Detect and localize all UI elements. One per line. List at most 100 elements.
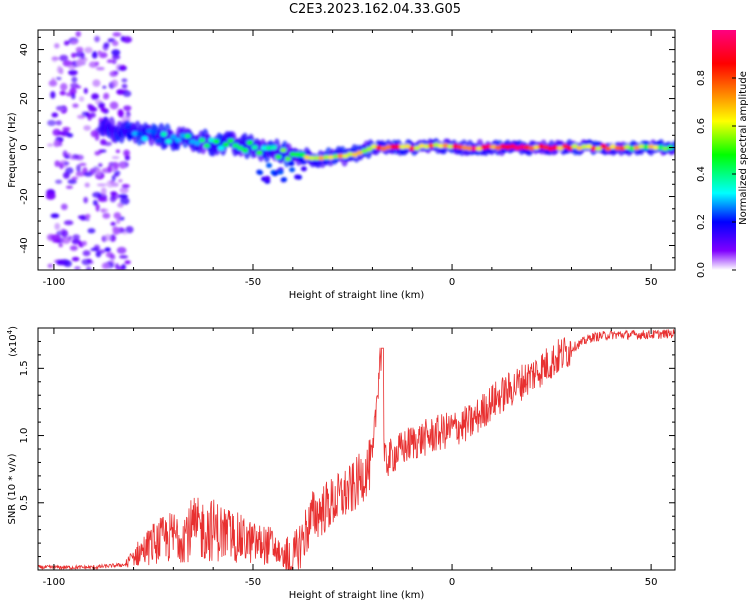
spectrogram-ridge-blob <box>160 132 168 137</box>
spectrogram-ridge-blob <box>189 139 196 144</box>
spectrogram-ridge-blob <box>581 144 588 149</box>
spectrogram-noise-blob <box>54 43 60 49</box>
spectrogram-noise-blob <box>61 236 71 244</box>
spectrogram-noise-blob <box>111 174 116 182</box>
spectrogram-noise-blob <box>116 89 125 95</box>
spectrogram-noise-blob <box>112 227 120 235</box>
y-tick-label: 40 <box>19 43 30 56</box>
spectrogram-ridge-blob <box>151 130 158 135</box>
colorbar-tick-label: 0.6 <box>696 118 707 134</box>
spectrogram-ridge-blob <box>490 144 497 150</box>
spectrogram-noise-blob <box>118 193 128 199</box>
spectrogram-noise-blob <box>111 156 120 160</box>
spectrogram-noise-blob <box>71 76 78 83</box>
spectrogram-noise-blob <box>109 196 117 203</box>
spectrogram-blobs <box>45 31 675 270</box>
spectrogram-ridge-blob <box>600 144 607 149</box>
spectrogram-ridge-blob <box>222 142 230 147</box>
spectrogram-ridge-blob <box>246 140 254 145</box>
spectrogram-noise-blob <box>123 105 132 111</box>
spectrogram-ridge-blob <box>380 146 387 151</box>
spectrogram-noise-blob <box>57 131 66 136</box>
spectrogram-ridge-blob <box>198 138 206 143</box>
spectrogram-noise-blob <box>69 87 77 95</box>
spectrogram-noise-blob <box>102 212 111 219</box>
spectrogram-ridge-blob <box>452 144 459 149</box>
spectrogram-noise-blob <box>122 36 132 43</box>
spectrogram-ridge-blob <box>423 144 430 149</box>
spectrogram-noise-blob <box>79 162 87 167</box>
spectrogram-ridge-blob <box>323 155 330 160</box>
spectrogram-noise-blob <box>60 203 68 211</box>
spectrogram-noise-blob <box>109 70 118 77</box>
spectrogram-noise-blob <box>83 196 88 204</box>
y-tick-label: 0.5 <box>19 495 30 511</box>
spectrogram-ridge-blob <box>136 131 144 137</box>
spectrogram-ridge-blob <box>394 144 402 150</box>
spectrogram-noise-blob <box>119 197 130 205</box>
spectrogram-ridge-blob <box>337 153 344 159</box>
spectrogram-ridge-blob <box>447 144 454 149</box>
spectrogram-noise-blob <box>84 46 93 54</box>
spectrogram-noise-blob <box>50 234 61 241</box>
spectrogram-ridge-blob <box>533 145 540 150</box>
spectrogram-ridge-blob <box>609 144 617 149</box>
spectrogram-side-blob <box>277 169 284 175</box>
spectrogram-ridge-blob <box>643 144 650 150</box>
spectrogram-noise-blob <box>91 93 100 100</box>
spectrogram-noise-blob <box>111 49 121 56</box>
spectrogram-ridge-blob <box>351 152 359 157</box>
x-tick-label: 50 <box>645 577 658 588</box>
spectrogram-ridge-blob <box>366 146 373 152</box>
spectrogram-noise-blob <box>89 168 96 175</box>
spectrogram-noise-blob <box>81 258 92 266</box>
spectrogram-noise-blob <box>115 266 126 270</box>
spectrogram-ridge-blob <box>456 144 464 150</box>
spectrogram-noise-blob <box>85 266 92 270</box>
spectrogram-noise-blob <box>85 213 91 219</box>
spectrogram-noise-blob <box>98 249 106 254</box>
spectrogram-noise-blob <box>100 187 107 196</box>
spectrogram-ridge-blob <box>471 146 478 151</box>
spectrogram-noise-blob <box>109 234 117 242</box>
spectrogram-side-blob <box>288 161 295 167</box>
spectrogram-noise-blob <box>67 179 77 185</box>
spectrogram-noise-blob <box>62 127 71 131</box>
spectrogram-noise-blob <box>109 101 119 110</box>
spectrogram-ridge-blob <box>342 153 349 159</box>
spectrogram-ridge-blob <box>590 146 597 151</box>
spectrogram-noise-blob <box>109 254 116 261</box>
spectrogram-ridge-blob <box>332 154 339 159</box>
spectrogram-ridge-blob <box>170 134 177 140</box>
spectrogram-noise-blob <box>63 220 74 226</box>
spectrogram-ridge-blob <box>313 155 320 161</box>
spectrogram-noise-blob <box>112 161 119 170</box>
spectrogram-noise-blob <box>76 164 81 173</box>
spectrogram-noise-blob <box>53 139 60 148</box>
spectrogram-side-blob <box>266 162 273 168</box>
y-axis-label: SNR (10 * v/v) <box>7 453 18 524</box>
spectrogram-noise-blob <box>59 54 69 62</box>
x-tick-label: -100 <box>43 577 66 588</box>
spectrogram-ridge-blob <box>308 155 316 161</box>
spectrogram-ridge-blob <box>284 156 292 161</box>
spectrogram-noise-blob <box>47 119 57 127</box>
spectrogram-noise-blob <box>107 165 113 173</box>
spectrogram-noise-blob <box>119 187 129 194</box>
spectrogram-noise-blob <box>111 40 119 47</box>
spectrogram-ridge-blob <box>256 150 263 155</box>
spectrogram-noise-blob <box>72 234 81 240</box>
spectrogram-noise-blob <box>83 87 88 94</box>
spectrogram-ridge-blob <box>389 144 397 150</box>
spectrogram-noise-blob <box>62 150 68 158</box>
spectrogram-noise-blob <box>56 65 63 74</box>
spectrogram-noise-blob <box>116 246 127 254</box>
spectrogram-noise-blob <box>89 112 96 118</box>
spectrogram-ridge-blob <box>275 154 282 160</box>
spectrogram-ridge-blob <box>652 145 660 150</box>
x-tick-label: -50 <box>245 277 261 288</box>
spectrogram-ridge-blob <box>571 144 578 149</box>
x-tick-label: 0 <box>449 277 455 288</box>
spectrogram-noise-blob <box>74 266 81 270</box>
